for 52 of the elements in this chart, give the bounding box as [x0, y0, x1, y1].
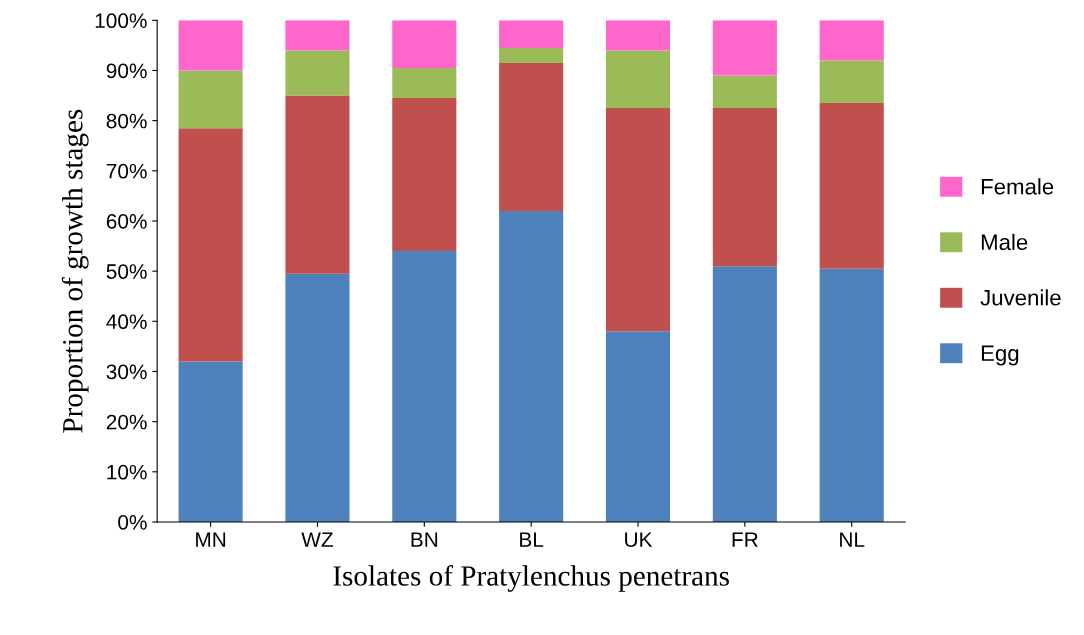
legend-label: Male — [981, 233, 1028, 251]
bar — [285, 50, 350, 96]
bar — [712, 266, 777, 522]
bar — [285, 95, 350, 274]
x-tick-label: UK — [625, 532, 653, 547]
x-tick-label: BN — [411, 532, 438, 547]
bar — [178, 361, 243, 522]
bar — [605, 20, 671, 51]
bar — [605, 50, 671, 109]
y-tick-label: 30% — [106, 364, 147, 380]
x-tick-label: NL — [840, 532, 865, 547]
legend-label: Egg — [981, 345, 1019, 366]
bar — [178, 70, 243, 129]
bar — [819, 103, 884, 269]
x-tick-label: MN — [196, 532, 226, 547]
bar — [499, 210, 564, 522]
bar — [285, 273, 350, 522]
y-axis-title: Proportion of growth stages — [61, 109, 89, 433]
x-tick-label: WZ — [301, 532, 333, 547]
y-tick-label: 10% — [107, 464, 147, 480]
y-tick-label: 40% — [106, 314, 147, 330]
bar — [819, 60, 884, 104]
legend-label: Juvenile — [980, 289, 1061, 306]
y-tick-label: 70% — [106, 163, 147, 179]
bar — [285, 20, 350, 51]
y-tick-label: 90% — [106, 63, 147, 79]
x-tick-label: BL — [520, 532, 544, 547]
bar — [819, 268, 884, 522]
bar — [178, 128, 243, 362]
bar — [178, 20, 243, 71]
y-tick-label: 50% — [106, 264, 147, 279]
bar — [712, 108, 777, 267]
x-tick-label: FR — [732, 532, 758, 547]
bar — [392, 20, 457, 68]
bar — [605, 331, 671, 522]
bar — [819, 20, 884, 61]
y-tick-label: 60% — [106, 213, 147, 229]
y-tick-label: 0% — [118, 514, 147, 530]
bar — [392, 67, 457, 99]
bar — [392, 251, 457, 522]
bar — [499, 62, 564, 211]
bar — [499, 20, 564, 48]
bar — [605, 108, 671, 332]
bar — [392, 98, 457, 252]
y-tick-label: 100% — [95, 13, 147, 29]
legend-label: Female — [981, 178, 1054, 195]
bar — [712, 20, 777, 76]
bar — [499, 47, 564, 63]
x-axis-title: Isolates of Pratylenchus penetrans — [333, 565, 729, 592]
y-tick-label: 80% — [106, 113, 147, 129]
y-tick-label: 20% — [106, 414, 147, 430]
bar — [712, 75, 777, 109]
